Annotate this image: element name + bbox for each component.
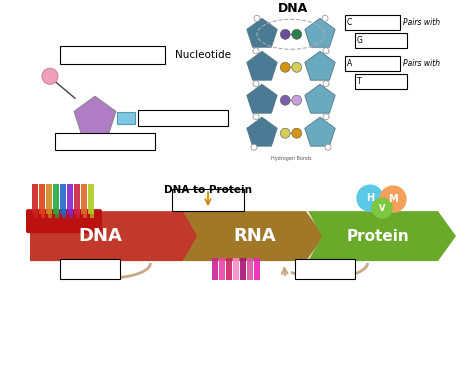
Bar xyxy=(247,258,253,280)
Text: H: H xyxy=(366,193,374,203)
Circle shape xyxy=(42,68,58,84)
Polygon shape xyxy=(247,117,277,146)
Ellipse shape xyxy=(280,29,290,39)
Circle shape xyxy=(253,81,259,87)
Polygon shape xyxy=(305,117,335,146)
Bar xyxy=(212,258,218,280)
FancyBboxPatch shape xyxy=(355,33,407,48)
Ellipse shape xyxy=(292,62,301,72)
Bar xyxy=(69,210,73,218)
Bar xyxy=(39,184,45,214)
Bar xyxy=(226,258,232,280)
Text: Protein: Protein xyxy=(346,229,410,244)
FancyBboxPatch shape xyxy=(26,209,102,233)
Circle shape xyxy=(253,48,259,54)
FancyBboxPatch shape xyxy=(172,189,244,211)
Bar xyxy=(60,184,66,214)
Text: G: G xyxy=(357,36,363,45)
Circle shape xyxy=(254,15,260,21)
Polygon shape xyxy=(74,96,116,136)
Polygon shape xyxy=(247,84,277,113)
Polygon shape xyxy=(247,18,277,47)
Ellipse shape xyxy=(280,62,290,72)
Bar xyxy=(219,258,225,280)
Bar xyxy=(233,258,239,280)
Bar xyxy=(76,210,80,218)
Bar xyxy=(254,258,260,280)
Ellipse shape xyxy=(280,128,290,138)
Text: DNA: DNA xyxy=(78,227,122,245)
Circle shape xyxy=(380,186,406,212)
Circle shape xyxy=(323,81,329,87)
Circle shape xyxy=(251,144,257,150)
Bar xyxy=(74,184,80,214)
FancyBboxPatch shape xyxy=(345,15,400,30)
Circle shape xyxy=(253,114,259,120)
Circle shape xyxy=(323,48,329,54)
Text: DNA: DNA xyxy=(278,2,308,15)
Bar xyxy=(117,112,135,124)
Ellipse shape xyxy=(292,128,301,138)
Bar xyxy=(34,210,38,218)
Text: M: M xyxy=(388,194,398,204)
Text: A: A xyxy=(347,59,352,68)
Text: DNA to Protein: DNA to Protein xyxy=(164,185,252,195)
Circle shape xyxy=(372,198,392,218)
Polygon shape xyxy=(30,211,201,261)
Text: T: T xyxy=(357,77,362,86)
Bar xyxy=(53,184,59,214)
Ellipse shape xyxy=(280,95,290,105)
Polygon shape xyxy=(305,84,335,113)
Bar xyxy=(90,210,94,218)
Bar xyxy=(62,210,66,218)
Text: Pairs with: Pairs with xyxy=(403,18,440,27)
Bar xyxy=(67,184,73,214)
Text: Nucleotide: Nucleotide xyxy=(175,50,231,60)
Polygon shape xyxy=(305,51,335,80)
FancyBboxPatch shape xyxy=(60,259,120,279)
Bar xyxy=(41,210,45,218)
FancyBboxPatch shape xyxy=(138,110,228,126)
Polygon shape xyxy=(305,18,335,47)
Text: Hydrogen Bonds: Hydrogen Bonds xyxy=(271,156,311,161)
Bar xyxy=(55,210,59,218)
Text: C: C xyxy=(347,18,352,27)
Bar xyxy=(46,184,52,214)
Ellipse shape xyxy=(292,95,301,105)
FancyBboxPatch shape xyxy=(60,46,165,64)
Bar xyxy=(83,210,87,218)
Text: V: V xyxy=(379,203,385,213)
Bar xyxy=(32,184,38,214)
Circle shape xyxy=(322,15,328,21)
Polygon shape xyxy=(183,211,324,261)
Circle shape xyxy=(357,185,383,211)
Bar xyxy=(88,184,94,214)
Text: Pairs with: Pairs with xyxy=(403,59,440,68)
Polygon shape xyxy=(247,51,277,80)
Bar xyxy=(240,258,246,280)
Bar xyxy=(48,210,52,218)
FancyBboxPatch shape xyxy=(55,133,155,150)
Circle shape xyxy=(323,114,329,120)
Ellipse shape xyxy=(292,29,301,39)
Text: RNA: RNA xyxy=(234,227,276,245)
Bar xyxy=(81,184,87,214)
FancyBboxPatch shape xyxy=(295,259,355,279)
Circle shape xyxy=(325,144,331,150)
FancyBboxPatch shape xyxy=(355,74,407,89)
Polygon shape xyxy=(308,211,456,261)
FancyBboxPatch shape xyxy=(345,56,400,71)
